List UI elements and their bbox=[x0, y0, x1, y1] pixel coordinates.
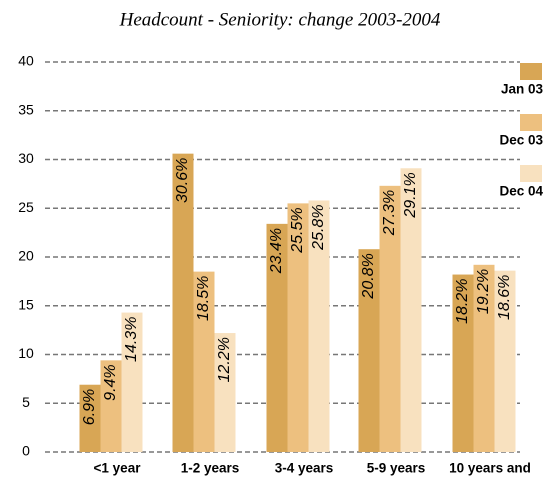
value-label: 14.3% bbox=[123, 317, 140, 362]
legend-label: Jan 03 bbox=[501, 82, 544, 97]
y-tick-label: 5 bbox=[22, 394, 30, 410]
y-tick-label: 35 bbox=[18, 101, 34, 117]
y-tick-label: 30 bbox=[18, 150, 34, 166]
legend-label: Dec 04 bbox=[499, 184, 543, 199]
value-label: 25.8% bbox=[310, 204, 327, 250]
legend-swatch bbox=[520, 165, 542, 182]
y-tick-label: 0 bbox=[22, 443, 30, 459]
y-tick-label: 10 bbox=[18, 345, 34, 361]
y-tick-label: 20 bbox=[18, 248, 34, 264]
bar bbox=[266, 223, 288, 452]
legend-swatch bbox=[520, 63, 542, 80]
value-label: 25.5% bbox=[289, 207, 306, 253]
bar bbox=[379, 185, 401, 452]
y-tick-label: 40 bbox=[18, 53, 34, 69]
x-tick-label: 1-2 years bbox=[181, 461, 240, 476]
bar bbox=[400, 168, 422, 452]
bar bbox=[358, 249, 380, 452]
bar bbox=[121, 312, 143, 452]
value-label: 18.5% bbox=[195, 276, 212, 321]
bar bbox=[172, 153, 194, 452]
bar bbox=[308, 200, 330, 452]
x-tick-label: 3-4 years bbox=[275, 461, 334, 476]
value-label: 12.2% bbox=[216, 337, 233, 382]
bar bbox=[494, 270, 516, 452]
value-label: 19.2% bbox=[475, 269, 492, 314]
value-label: 20.8% bbox=[360, 253, 377, 299]
value-label: 27.3% bbox=[381, 190, 398, 236]
x-tick-label: <1 year bbox=[94, 461, 142, 476]
bar bbox=[193, 271, 215, 452]
value-label: 30.6% bbox=[174, 158, 191, 203]
legend-swatch bbox=[520, 114, 542, 131]
bar bbox=[100, 360, 122, 452]
bar bbox=[79, 384, 101, 452]
value-label: 29.1% bbox=[402, 172, 419, 218]
value-label: 18.6% bbox=[496, 275, 513, 320]
bar bbox=[287, 203, 309, 452]
value-label: 9.4% bbox=[102, 364, 119, 400]
y-tick-label: 15 bbox=[18, 296, 34, 312]
legend-label: Dec 03 bbox=[499, 133, 543, 148]
value-label: 6.9% bbox=[81, 389, 98, 425]
bar bbox=[214, 333, 236, 452]
value-label: 23.4% bbox=[268, 228, 285, 274]
x-tick-label: 5-9 years bbox=[367, 461, 426, 476]
value-label: 18.2% bbox=[454, 279, 471, 324]
x-tick-label: 10 years and bbox=[449, 461, 531, 476]
bar bbox=[473, 264, 495, 452]
bar bbox=[452, 274, 474, 452]
chart-title: Headcount - Seniority: change 2003-2004 bbox=[119, 9, 441, 30]
y-tick-label: 25 bbox=[18, 199, 34, 215]
